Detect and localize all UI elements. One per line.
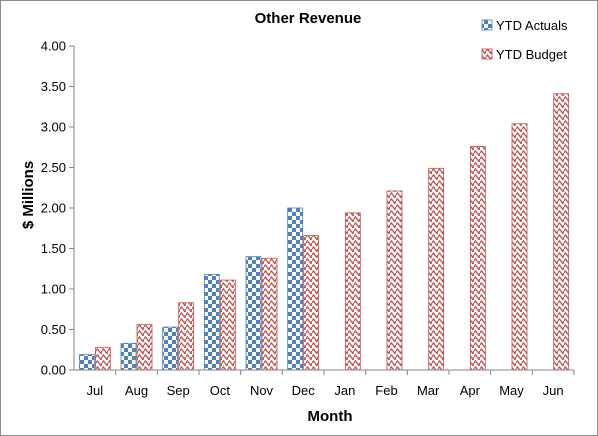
y-tick-label: 1.50 bbox=[41, 241, 66, 256]
bar-budget bbox=[178, 302, 195, 371]
bar-budget bbox=[261, 257, 278, 371]
bar-budget bbox=[303, 235, 320, 371]
bar-actuals bbox=[287, 207, 304, 371]
y-tick-label: 2.00 bbox=[41, 201, 66, 216]
x-tick-label: Jun bbox=[543, 383, 564, 398]
bar-actuals bbox=[245, 256, 262, 371]
x-tick-label: Mar bbox=[417, 383, 440, 398]
y-tick-label: 4.00 bbox=[41, 39, 66, 54]
x-tick-label: Nov bbox=[250, 383, 274, 398]
x-tick-label: Aug bbox=[125, 383, 148, 398]
x-tick-label: Dec bbox=[292, 383, 316, 398]
x-tick-label: Apr bbox=[460, 383, 481, 398]
bar-budget bbox=[428, 167, 445, 371]
legend: YTD Actuals YTD Budget bbox=[481, 18, 568, 62]
bar-budget bbox=[469, 146, 486, 371]
bar-budget bbox=[386, 190, 403, 371]
bar-actuals bbox=[120, 342, 137, 371]
x-tick-label: Jan bbox=[334, 383, 355, 398]
y-tick-label: 1.00 bbox=[41, 282, 66, 297]
x-tick-label: Jul bbox=[87, 383, 104, 398]
legend-swatch-budget bbox=[481, 48, 493, 60]
bar-budget bbox=[344, 212, 361, 371]
x-tick-label: May bbox=[499, 383, 524, 398]
y-tick-label: 3.00 bbox=[41, 120, 66, 135]
bar-budget bbox=[219, 279, 236, 371]
legend-label-actuals: YTD Actuals bbox=[496, 18, 568, 33]
bar-actuals bbox=[162, 326, 179, 371]
bar-actuals bbox=[78, 354, 95, 371]
y-tick-label: 0.50 bbox=[41, 322, 66, 337]
y-axis-title: $ Millions bbox=[20, 161, 37, 229]
bar-budget bbox=[511, 123, 528, 371]
bar-budget bbox=[94, 346, 111, 371]
bar-budget bbox=[553, 93, 570, 371]
x-tick-label: Oct bbox=[210, 383, 231, 398]
x-tick-label: Feb bbox=[375, 383, 397, 398]
bar-actuals bbox=[203, 274, 220, 371]
y-tick-label: 3.50 bbox=[41, 79, 66, 94]
chart-title: Other Revenue bbox=[255, 10, 362, 27]
legend-label-budget: YTD Budget bbox=[496, 47, 567, 62]
y-tick-label: 0.00 bbox=[41, 363, 66, 378]
y-tick-label: 2.50 bbox=[41, 160, 66, 175]
legend-swatch-actuals bbox=[481, 19, 493, 31]
bar-budget bbox=[136, 324, 153, 371]
x-tick-label: Sep bbox=[167, 383, 190, 398]
x-axis-title: Month bbox=[308, 408, 353, 425]
